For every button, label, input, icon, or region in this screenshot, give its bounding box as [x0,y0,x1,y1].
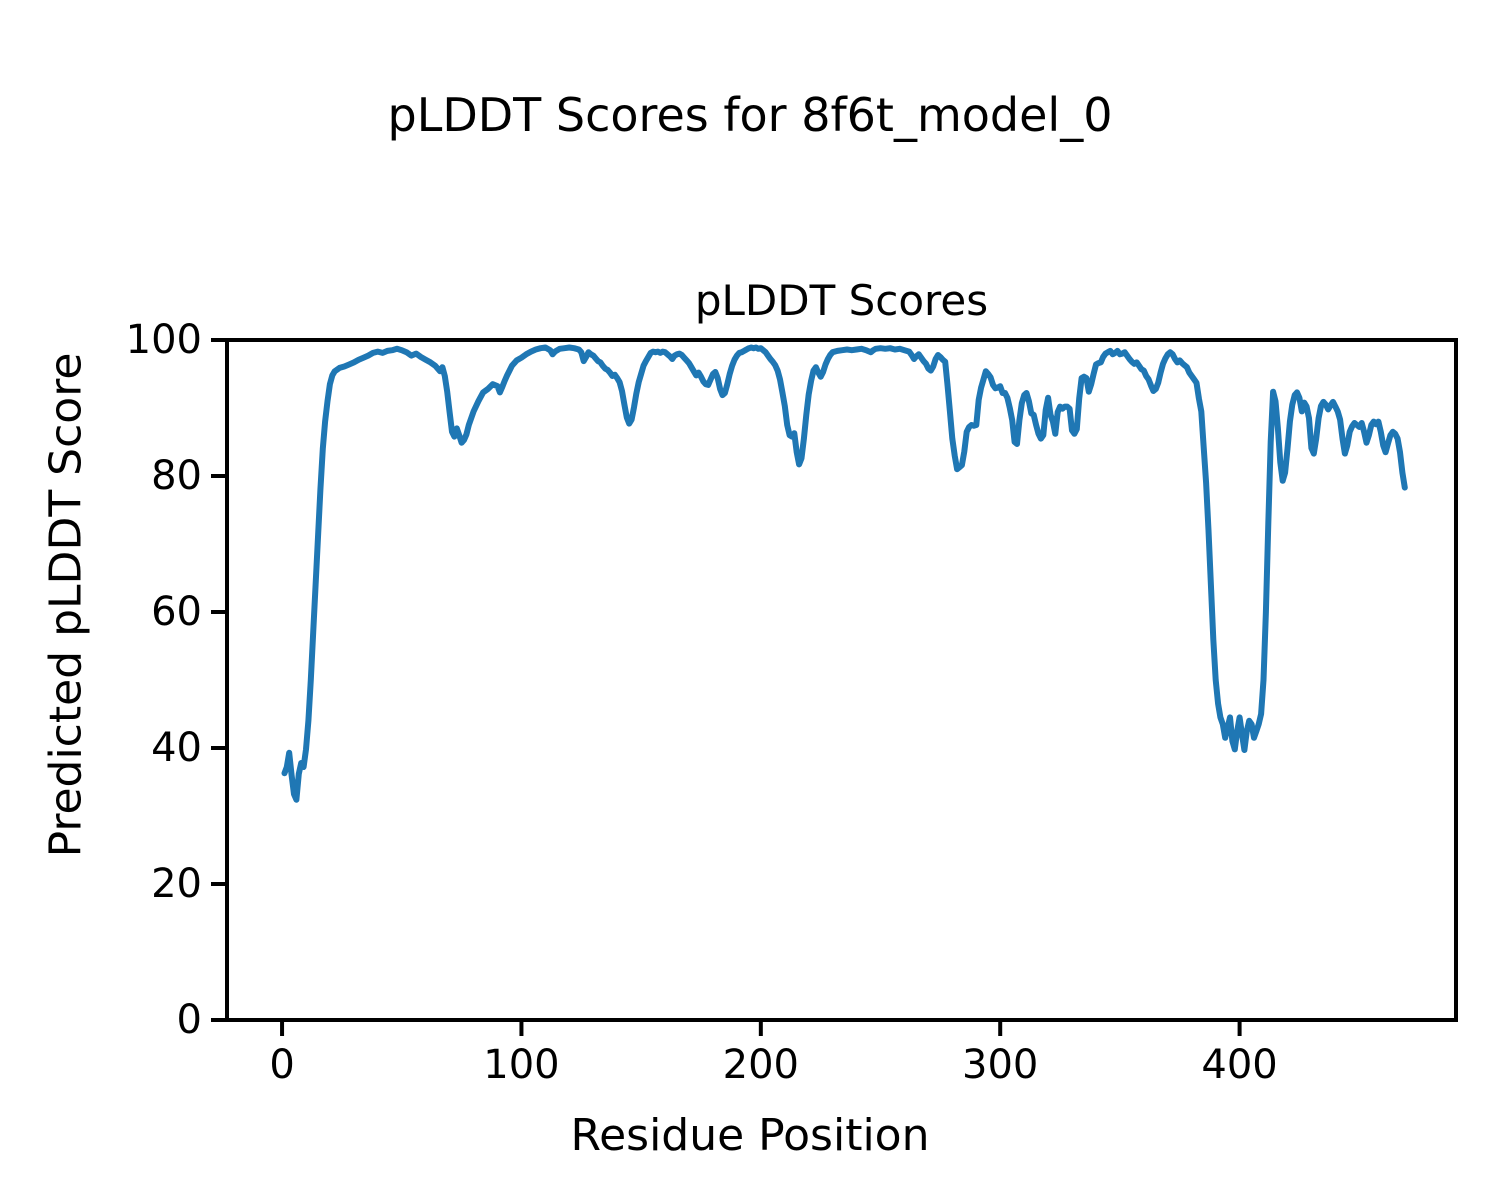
y-tick-label: 100 [125,317,202,363]
plddt-line [281,344,1408,803]
x-tick-label: 400 [1201,1042,1278,1088]
axes-title: pLDDT Scores [694,276,989,325]
y-tick-label: 20 [151,861,202,907]
x-tick-label: 0 [269,1042,295,1088]
y-tick-label: 60 [151,589,202,635]
y-tick-label: 40 [151,725,202,771]
y-tick-label: 80 [151,453,202,499]
x-tick-label: 200 [722,1042,799,1088]
y-tick-label: 0 [176,997,202,1043]
x-axis-label: Residue Position [570,1110,930,1161]
figure-title: pLDDT Scores for 8f6t_model_0 [387,88,1113,142]
x-tick-label: 300 [962,1042,1039,1088]
x-tick-label: 100 [483,1042,560,1088]
axes-spines [225,338,1458,1022]
